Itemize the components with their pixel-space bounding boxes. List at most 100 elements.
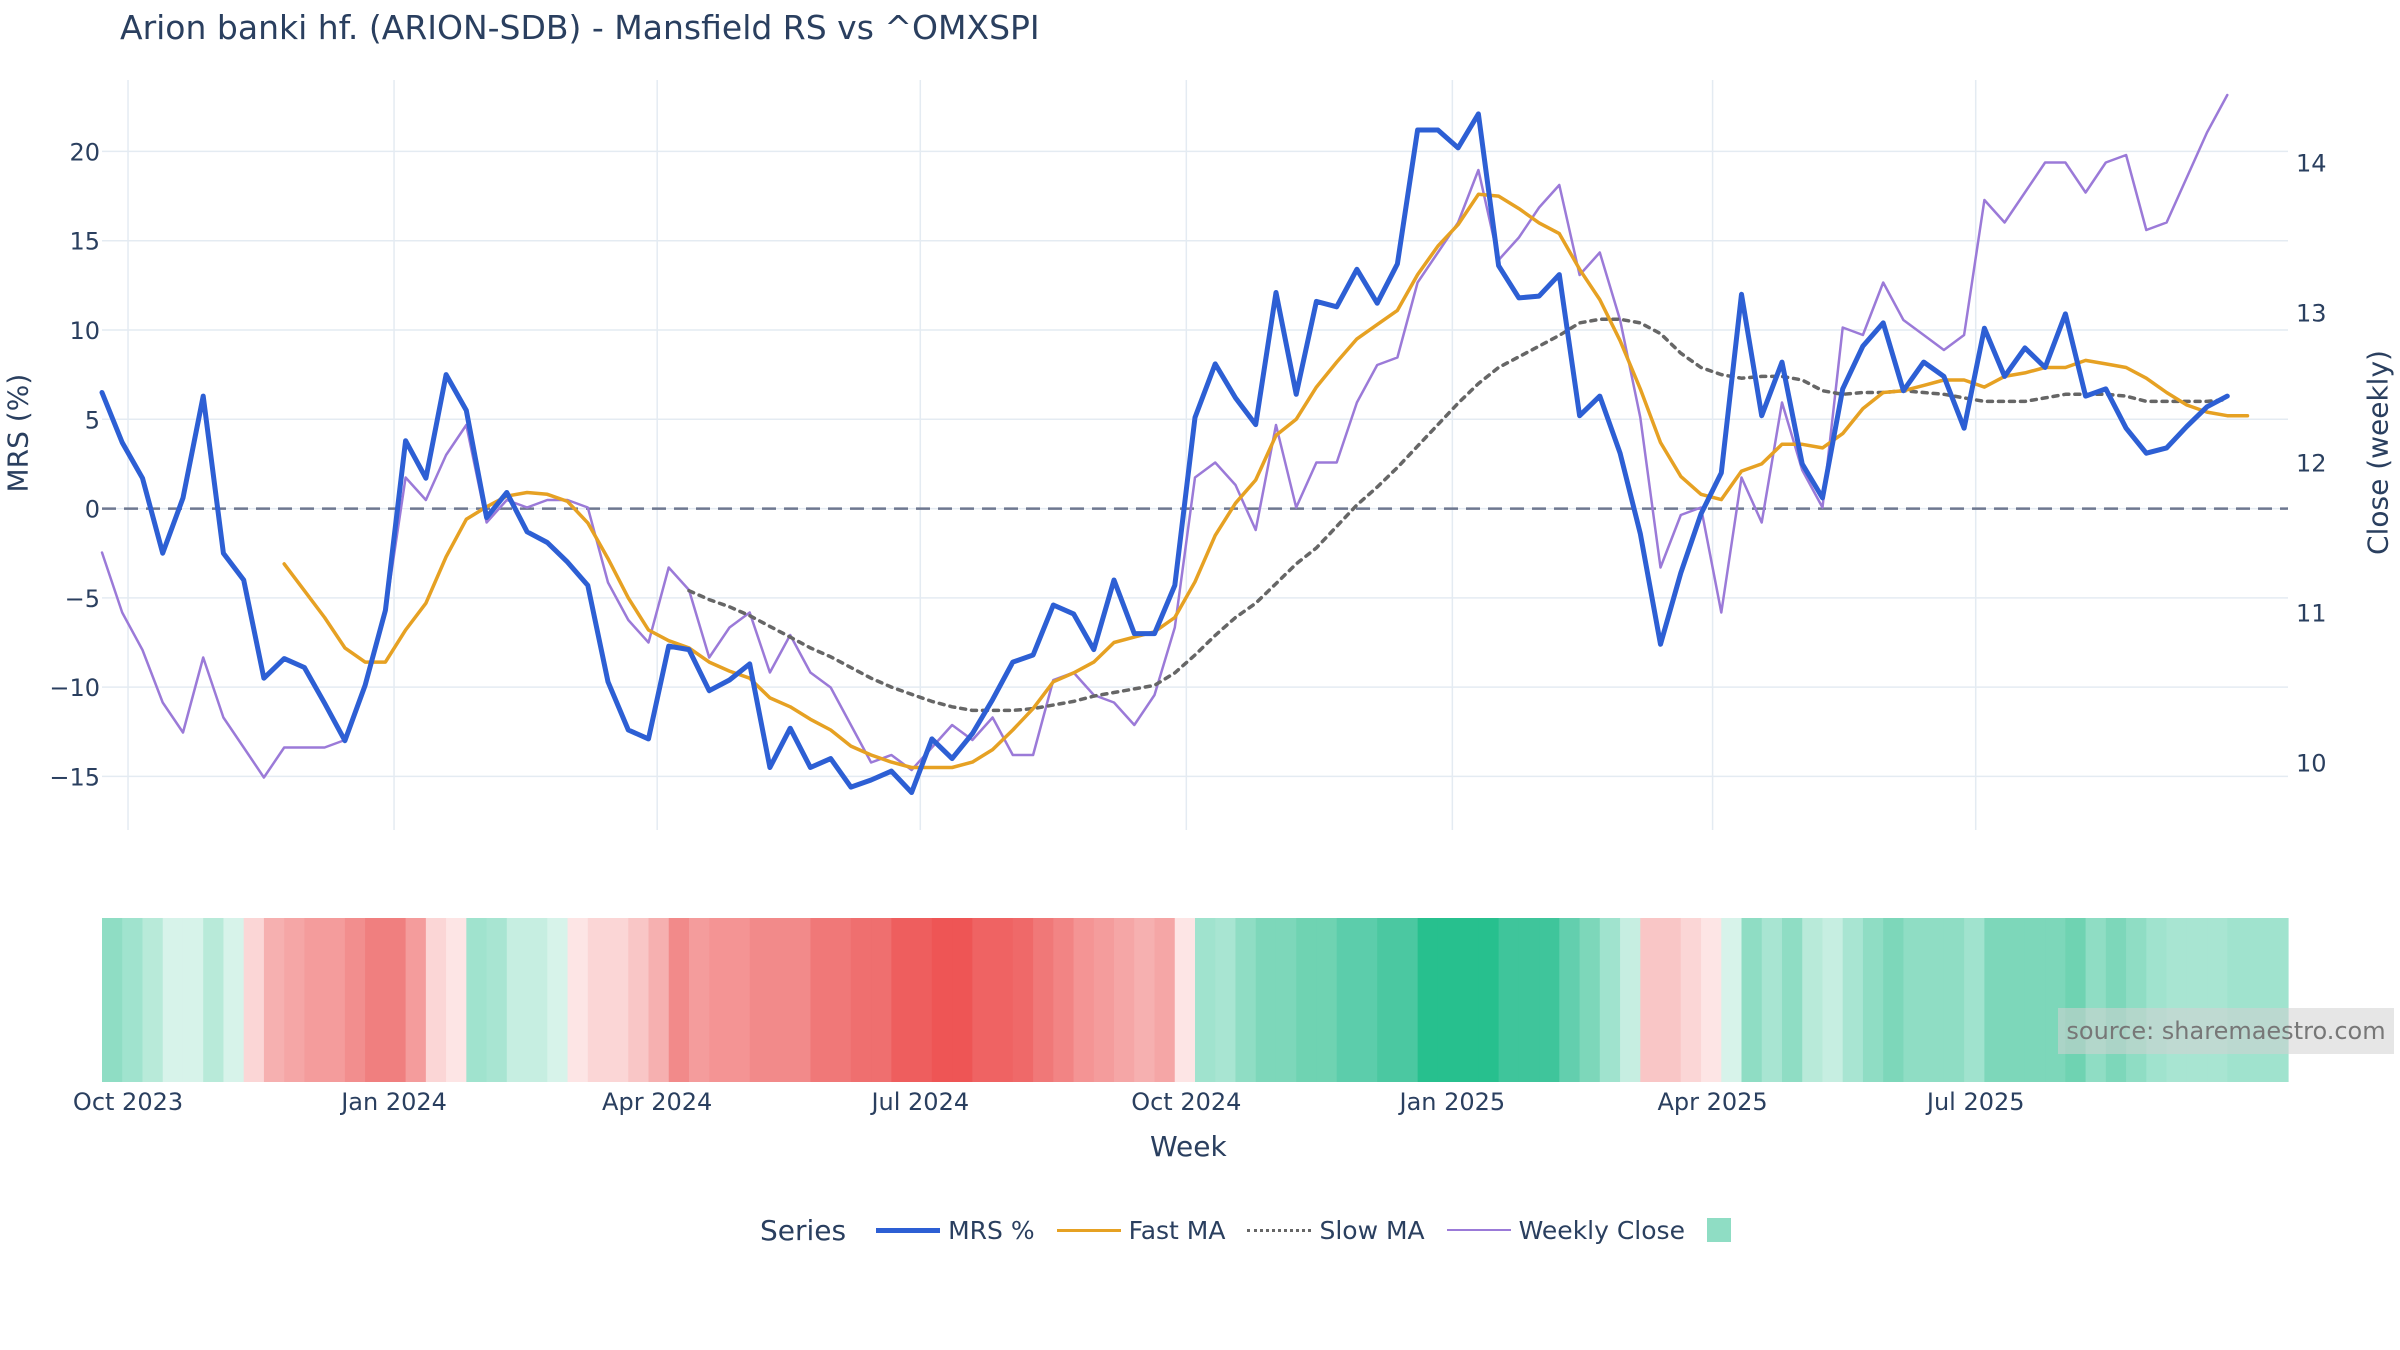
heatmap-cell bbox=[911, 918, 933, 1082]
y-right-tick-label: 12 bbox=[2296, 450, 2327, 478]
heatmap-cell bbox=[1802, 918, 1824, 1082]
heatmap-cell bbox=[1640, 918, 1662, 1082]
legend-label: Fast MA bbox=[1128, 1215, 1226, 1245]
heatmap-cell bbox=[1053, 918, 1075, 1082]
legend-item[interactable]: Fast MA bbox=[1056, 1215, 1226, 1245]
heatmap-cell bbox=[2186, 918, 2208, 1082]
heatmap-cell bbox=[2105, 918, 2127, 1082]
heatmap-cell bbox=[122, 918, 144, 1082]
heatmap-cell bbox=[1093, 918, 1115, 1082]
axis-ticks: −15 −10 −5 0 5 10 15 20 10 11 12 13 14 Oct 2023 Jan 20… bbox=[49, 138, 2326, 1116]
legend-swatch bbox=[1247, 1228, 1312, 1232]
heatmap-cell bbox=[1114, 918, 1135, 1082]
heatmap-cell bbox=[628, 918, 650, 1082]
heatmap-cell bbox=[648, 918, 670, 1082]
heatmap-cell bbox=[1903, 918, 1925, 1082]
legend-item[interactable]: Slow MA bbox=[1247, 1215, 1425, 1245]
heatmap-cell bbox=[2126, 918, 2147, 1082]
chart-title: Arion banki hf. (ARION-SDB) - Mansfield … bbox=[120, 8, 1040, 47]
heatmap-cell bbox=[952, 918, 973, 1082]
x-tick-label: Jan 2025 bbox=[1397, 1088, 1505, 1116]
y-right-tick-label: 13 bbox=[2296, 300, 2327, 328]
heatmap-cell bbox=[223, 918, 245, 1082]
heatmap-cell bbox=[1680, 918, 1702, 1082]
heatmap-cell bbox=[972, 918, 994, 1082]
heatmap-cell bbox=[1458, 918, 1479, 1082]
heatmap-cell bbox=[1518, 918, 1540, 1082]
heatmap-cell bbox=[1539, 918, 1560, 1082]
heatmap-cell bbox=[324, 918, 346, 1082]
heatmap-cell bbox=[1195, 918, 1216, 1082]
y-left-tick-label: −5 bbox=[65, 585, 100, 613]
legend-item[interactable] bbox=[1706, 1218, 1731, 1242]
legend-label: Slow MA bbox=[1319, 1215, 1425, 1245]
heatmap-cell bbox=[1822, 918, 1844, 1082]
heatmap-cell bbox=[1721, 918, 1743, 1082]
heatmap-cell bbox=[1943, 918, 1965, 1082]
heatmap-cell bbox=[1255, 918, 1277, 1082]
heatmap-cell bbox=[1134, 918, 1156, 1082]
heatmap-cell bbox=[1599, 918, 1621, 1082]
heatmap-cell bbox=[1012, 918, 1034, 1082]
heatmap-cell bbox=[182, 918, 204, 1082]
heatmap-cell bbox=[1781, 918, 1803, 1082]
heatmap-cell bbox=[466, 918, 488, 1082]
heatmap-cell bbox=[2166, 918, 2188, 1082]
heatmap-cell bbox=[2065, 918, 2087, 1082]
heatmap-cell bbox=[1883, 918, 1905, 1082]
y-left-tick-label: 20 bbox=[69, 138, 100, 166]
heatmap-cell bbox=[2227, 918, 2249, 1082]
heatmap-cell bbox=[405, 918, 427, 1082]
heatmap-cell bbox=[587, 918, 609, 1082]
heatmap-cell bbox=[749, 918, 771, 1082]
heatmap-cell bbox=[830, 918, 852, 1082]
heatmap-cell bbox=[385, 918, 407, 1082]
x-tick-label: Jul 2025 bbox=[1925, 1088, 2025, 1116]
heatmap-cell bbox=[1964, 918, 1985, 1082]
heatmap-cell bbox=[1701, 918, 1722, 1082]
heatmap-cell bbox=[709, 918, 731, 1082]
heatmap-cell bbox=[871, 918, 892, 1082]
heatmap-cell bbox=[425, 918, 447, 1082]
heatmap-cell bbox=[243, 918, 265, 1082]
heatmap-cell bbox=[891, 918, 913, 1082]
series-fast-ma bbox=[282, 192, 2250, 770]
y-right-tick-label: 10 bbox=[2296, 750, 2327, 778]
heatmap-cell bbox=[2085, 918, 2107, 1082]
x-tick-label: Oct 2023 bbox=[73, 1088, 183, 1116]
heatmap-cell bbox=[1397, 918, 1419, 1082]
heatmap-cell bbox=[1559, 918, 1581, 1082]
x-tick-label: Apr 2025 bbox=[1657, 1088, 1767, 1116]
heatmap-cell bbox=[1761, 918, 1783, 1082]
legend-item[interactable]: MRS % bbox=[876, 1216, 1035, 1245]
heatmap-cell bbox=[1862, 918, 1884, 1082]
heatmap-cell bbox=[1154, 918, 1176, 1082]
heatmap-cell bbox=[102, 918, 123, 1082]
heatmap-cell bbox=[1741, 918, 1763, 1082]
heatmap-cell bbox=[1336, 918, 1358, 1082]
heatmap-cell bbox=[729, 918, 751, 1082]
legend-title: Series bbox=[760, 1213, 847, 1247]
x-tick-label: Apr 2024 bbox=[602, 1088, 712, 1116]
y-left-tick-label: −15 bbox=[49, 763, 100, 791]
heatmap-cell bbox=[304, 918, 326, 1082]
heatmap-cell bbox=[1215, 918, 1237, 1082]
legend: Series MRS % Fast MA Slow MA Weekly Close bbox=[760, 1205, 1753, 1255]
heatmap-cell bbox=[1316, 918, 1338, 1082]
heatmap-cell bbox=[142, 918, 164, 1082]
legend-swatch bbox=[876, 1227, 941, 1233]
y-left-tick-label: −10 bbox=[49, 674, 100, 702]
legend-swatch bbox=[1446, 1229, 1511, 1231]
heatmap-strip bbox=[102, 918, 2289, 1082]
heatmap-cell bbox=[2247, 918, 2289, 1082]
heatmap-cell bbox=[1437, 918, 1459, 1082]
heatmap-cell bbox=[992, 918, 1014, 1082]
heatmap-cell bbox=[769, 918, 791, 1082]
y-right-tick-label: 11 bbox=[2296, 600, 2327, 628]
heatmap-cell bbox=[1033, 918, 1054, 1082]
heatmap-cell bbox=[1660, 918, 1682, 1082]
y-axis-left-label: MRS (%) bbox=[1, 373, 35, 493]
legend-item[interactable]: Weekly Close bbox=[1446, 1216, 1685, 1245]
heatmap-cell bbox=[810, 918, 832, 1082]
